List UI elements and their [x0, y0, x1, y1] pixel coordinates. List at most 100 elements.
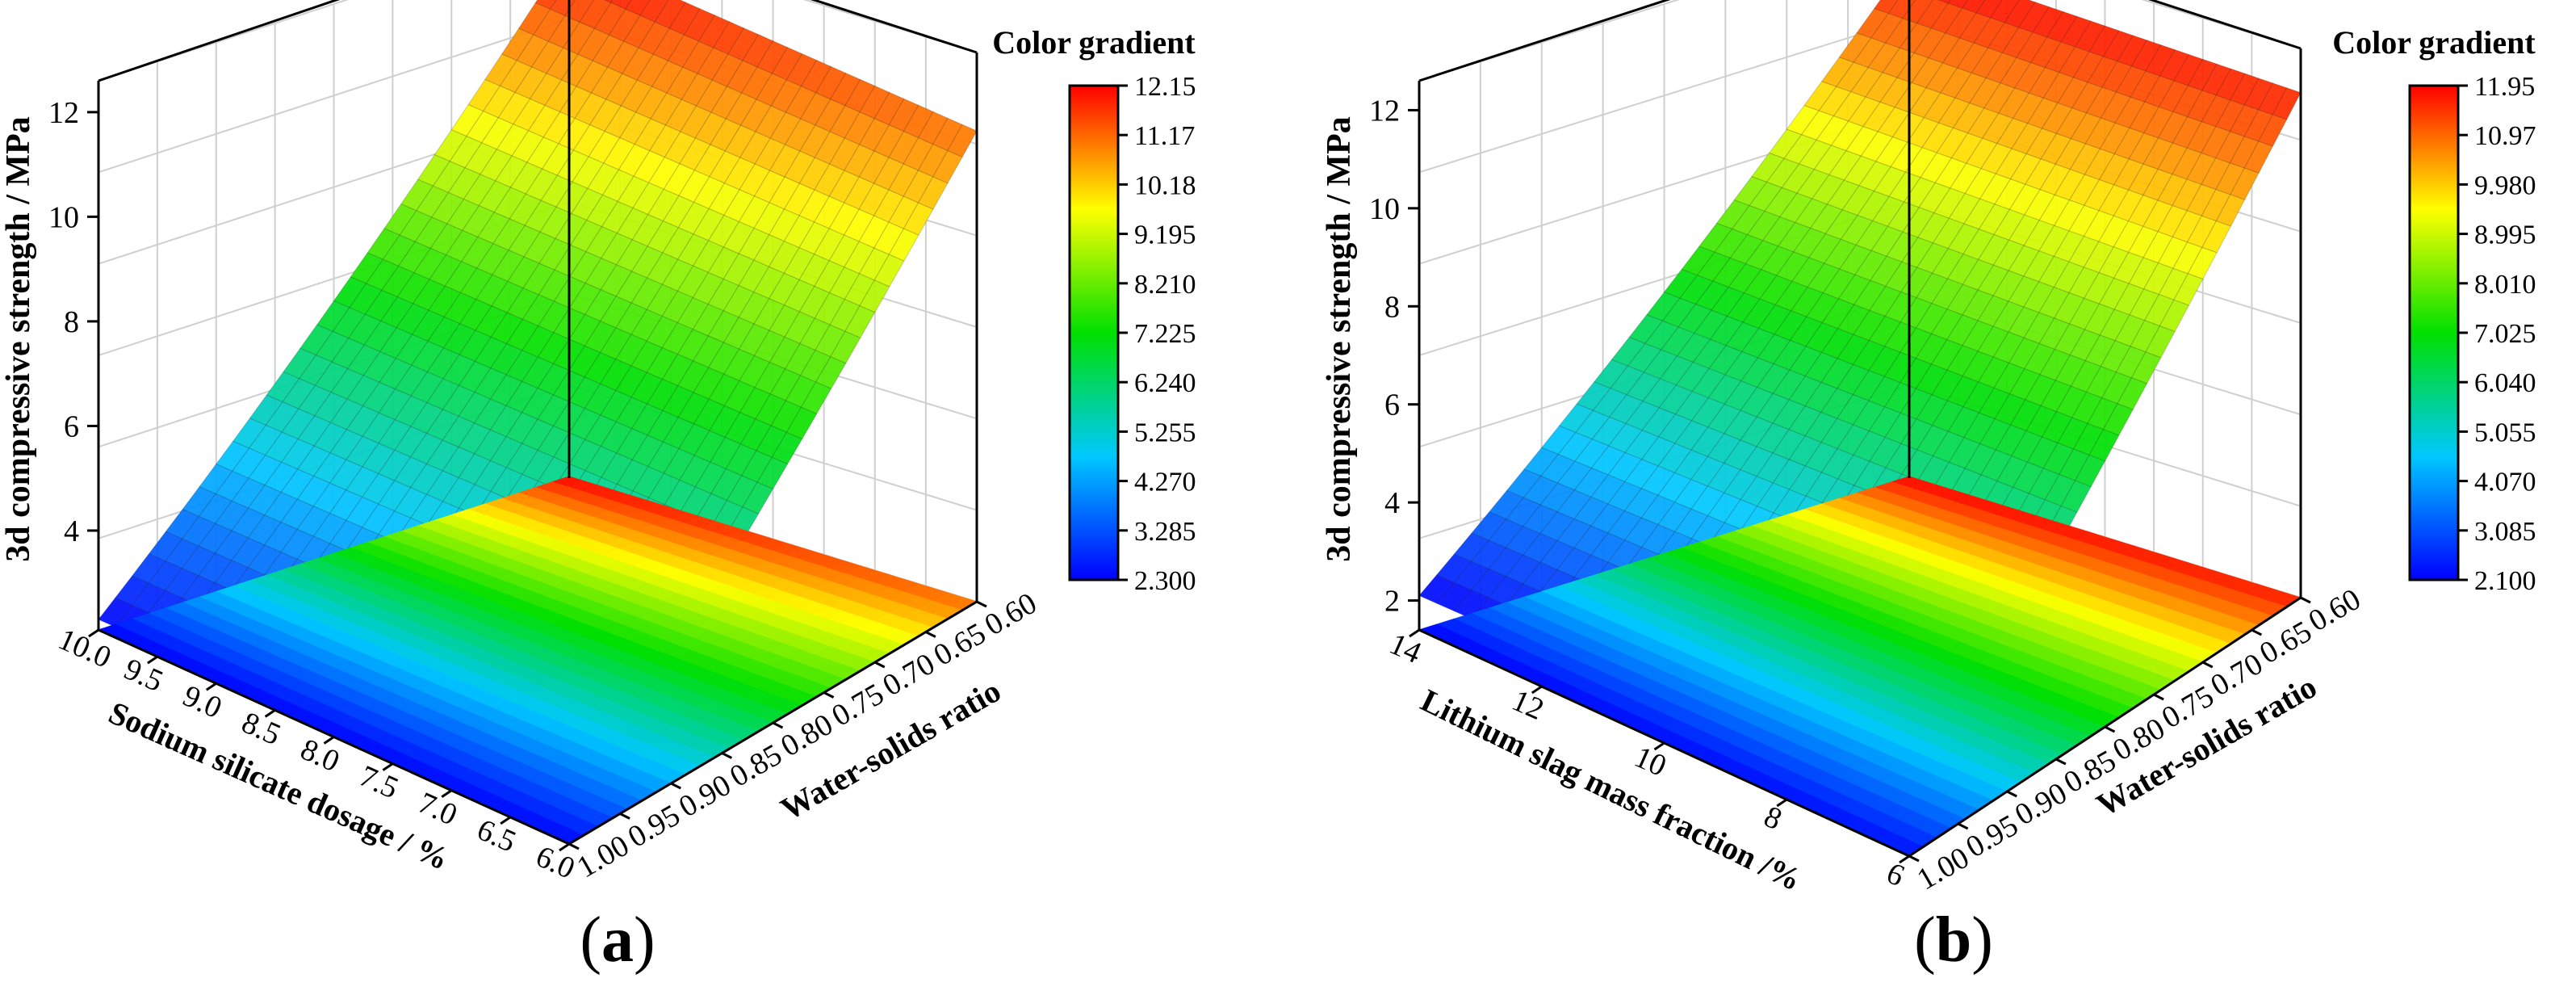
- x-tick-mark: [1409, 628, 1420, 638]
- z-tick-label: 6: [64, 409, 79, 443]
- panel-label: (a): [580, 905, 655, 976]
- colorbar-tick-label: 10.97: [2474, 121, 2536, 151]
- colorbar: Color gradient 12.15 11.17 10.18 9.195 8.210 7…: [992, 24, 1196, 596]
- x-tick-label: 12: [1507, 683, 1549, 727]
- surface-cell: [604, 0, 614, 3]
- y-tick-mark: [2104, 725, 2116, 733]
- colorbar-title: Color gradient: [992, 24, 1196, 61]
- x-tick-label: 14: [1384, 627, 1426, 670]
- surface-cell: [771, 431, 803, 465]
- surface-cell: [639, 0, 669, 23]
- colorbar-tick-label: 10.18: [1134, 170, 1196, 200]
- y-tick-mark: [772, 721, 784, 729]
- panel-label-close: ): [634, 905, 656, 976]
- y-tick-label: 0.60: [979, 586, 1043, 643]
- y-tick-mark: [925, 631, 936, 638]
- z-ticks: 2 4 6 8 10 12: [1369, 94, 1419, 619]
- surface-cell: [859, 279, 890, 313]
- y-tick-label: 0.60: [2303, 582, 2367, 639]
- z-tick-label: 8: [64, 305, 79, 339]
- y-tick-mark: [2153, 693, 2164, 701]
- z-axis-title: 3d compressive strength / MPa: [0, 116, 37, 561]
- z-tick-label: 8: [1384, 290, 1400, 324]
- colorbar-tick-label: 7.025: [2474, 319, 2536, 349]
- surface-cell: [742, 481, 774, 514]
- grid-line: [1418, 18, 1910, 174]
- top-left-edge: [98, 0, 341, 82]
- colorbar-tick-label: 3.085: [2474, 517, 2536, 547]
- x-tick-mark: [88, 628, 99, 638]
- surface-cell: [534, 0, 557, 10]
- top-left-edge: [1418, 0, 1671, 82]
- panel-label-letter: a: [601, 905, 634, 976]
- z-axis-title: 3d compressive strength / MPa: [1321, 116, 1358, 561]
- grid-line: [98, 18, 570, 174]
- z-tick-label: 4: [1384, 486, 1400, 520]
- y-tick-mark: [2251, 628, 2263, 636]
- z-tick-label: 12: [1369, 94, 1400, 128]
- x-tick-mark: [559, 842, 570, 852]
- x-tick-mark: [1531, 685, 1543, 695]
- x-tick-mark: [323, 736, 335, 745]
- panel-label-open: (: [580, 905, 601, 976]
- y-tick-mark: [568, 842, 580, 850]
- z-ticks: 4 6 8 10 12: [48, 96, 98, 548]
- y-tick-mark: [619, 812, 630, 820]
- surface-cell: [917, 176, 949, 210]
- y-tick-mark: [1957, 822, 1969, 830]
- colorbar-tick-label: 11.17: [1134, 121, 1195, 151]
- z-tick-label: 4: [64, 514, 79, 548]
- y-tick-mark: [874, 661, 886, 669]
- colorbar: Color gradient 11.95 10.97 9.980 8.995 8.010 7…: [2332, 24, 2536, 596]
- chart-panel-b: 2 4 6 8 10 12 3d compressive strength / MPa 14 1…: [1321, 0, 2536, 976]
- panel-label-close: ): [1971, 905, 1993, 976]
- surface-cell: [2074, 454, 2106, 488]
- colorbar-tick-label: 8.995: [2474, 220, 2536, 250]
- panel-label-open: (: [1914, 905, 1936, 976]
- colorbar-tick-label: 4.270: [1134, 468, 1196, 498]
- colorbar-tick-label: 6.040: [2474, 368, 2536, 398]
- y-tick-mark: [721, 752, 733, 759]
- surface-cell: [932, 149, 963, 184]
- colorbar-tick-label: 9.980: [2474, 170, 2536, 200]
- surface-cell: [2060, 480, 2092, 513]
- x-tick-mark: [382, 762, 394, 771]
- x-tick-mark: [205, 682, 217, 691]
- x-tick-label: 6: [1882, 856, 1909, 893]
- y-tick-mark: [2006, 790, 2017, 798]
- colorbar-tick-label: 8.210: [1134, 270, 1196, 300]
- colorbar-tick-label: 11.95: [2474, 72, 2535, 102]
- colorbar-tick-label: 5.055: [2474, 418, 2536, 447]
- colorbar-gradient: [2408, 84, 2460, 581]
- x-tick-mark: [264, 709, 276, 718]
- surface-cell: [903, 202, 934, 236]
- x-tick-mark: [500, 816, 511, 825]
- x-tick-mark: [1653, 741, 1665, 751]
- surface-cell: [2201, 220, 2232, 254]
- colorbar-tick-label: 12.15: [1134, 72, 1196, 102]
- colorbar-tick-label: 7.225: [1134, 319, 1196, 349]
- top-right-edge: [2147, 0, 2302, 50]
- x-tick-mark: [1776, 798, 1788, 808]
- colorbar-tick-label: 2.300: [1134, 566, 1196, 596]
- colorbar-tick-label: 2.100: [2474, 566, 2536, 596]
- colorbar-tick-label: 5.255: [1134, 418, 1196, 447]
- y-tick-mark: [823, 691, 835, 699]
- y-tick-mark: [670, 782, 681, 790]
- colorbar-gradient: [1068, 84, 1120, 581]
- z-tick-label: 12: [48, 96, 79, 130]
- z-tick-label: 2: [1384, 585, 1400, 619]
- colorbar-tick-label: 8.010: [2474, 270, 2536, 300]
- surface-cell: [1873, 0, 1899, 15]
- colorbar-tick-label: 4.070: [2474, 468, 2536, 498]
- y-tick-mark: [2055, 758, 2067, 766]
- z-tick-label: 6: [1384, 388, 1400, 422]
- surface-cell: [625, 0, 651, 16]
- x-tick-mark: [1899, 854, 1910, 864]
- colorbar-tick-label: 3.285: [1134, 517, 1196, 547]
- top-right-edge: [810, 0, 978, 54]
- panel-label-letter: b: [1936, 905, 1972, 976]
- y-tick-mark: [2202, 661, 2214, 669]
